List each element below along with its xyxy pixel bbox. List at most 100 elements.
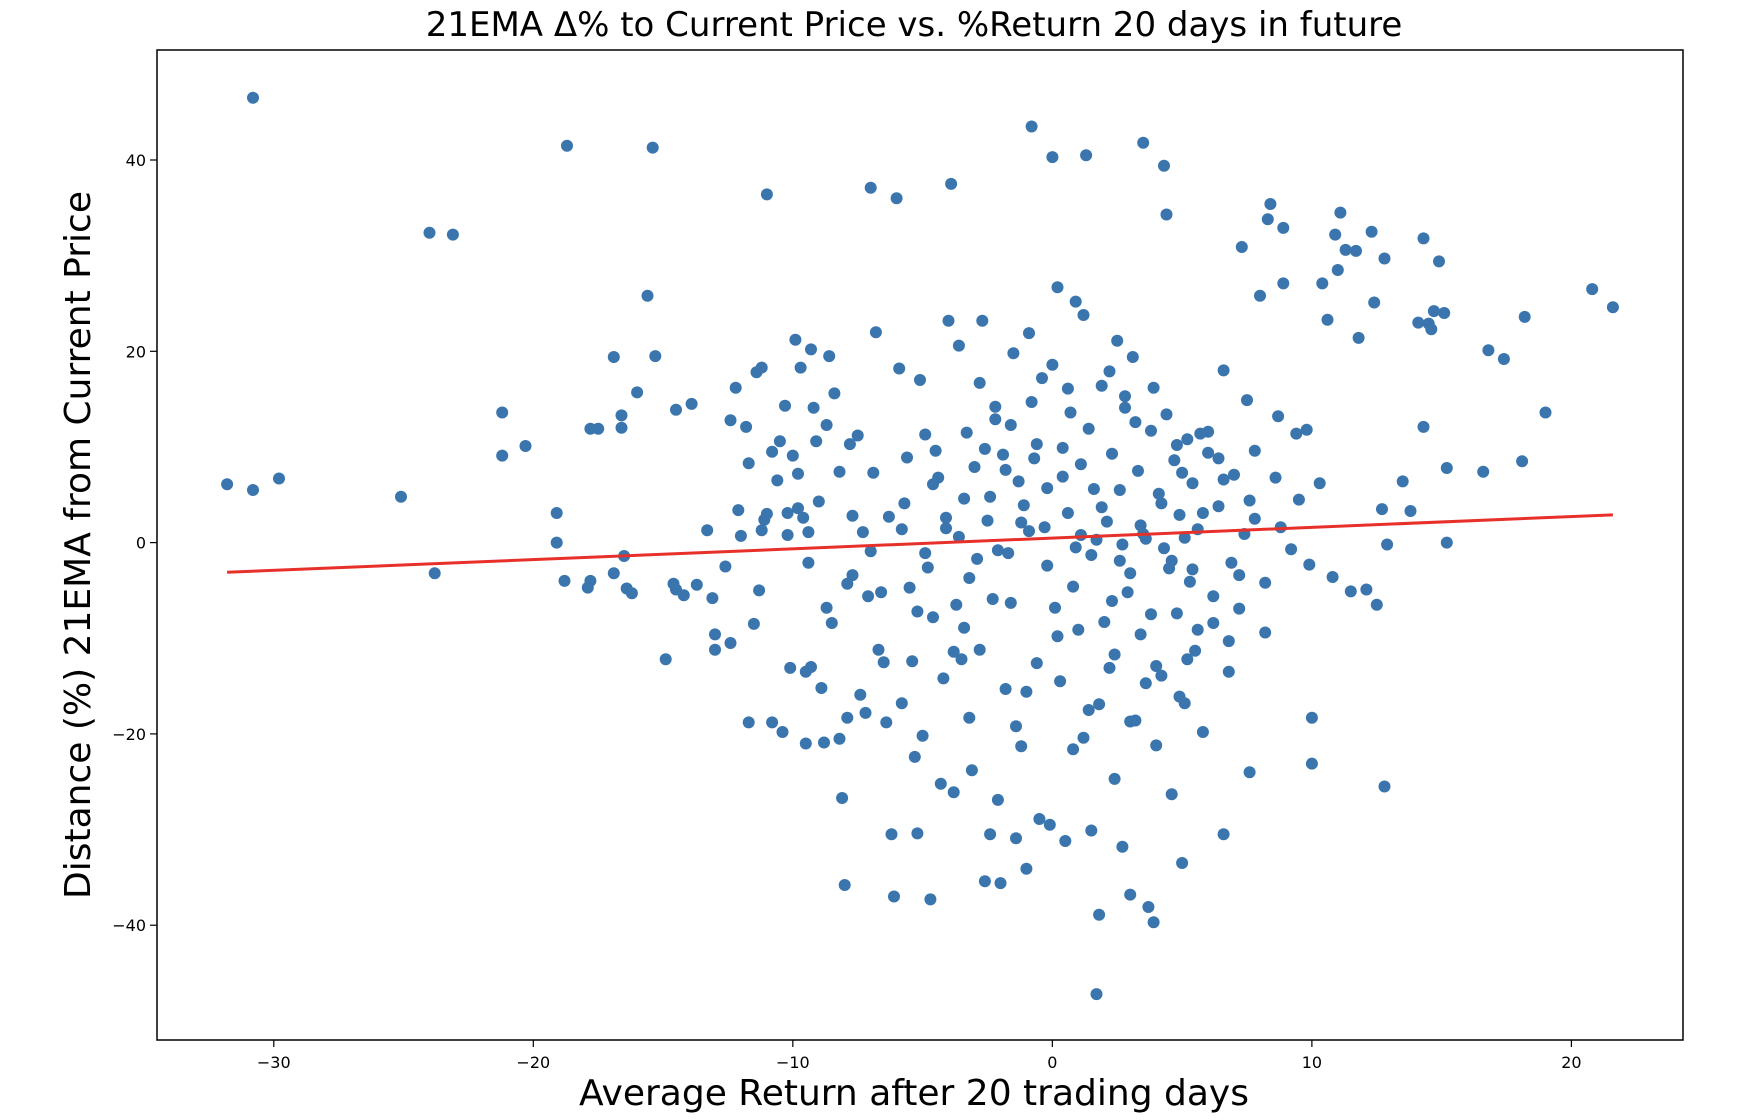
data-point — [1145, 608, 1157, 621]
data-point — [1150, 739, 1163, 752]
data-point — [1077, 731, 1090, 744]
data-point — [1217, 828, 1230, 841]
data-point — [958, 492, 971, 505]
data-point — [1004, 596, 1017, 609]
data-point — [999, 463, 1012, 476]
data-point — [1100, 515, 1113, 528]
data-point — [273, 472, 285, 485]
data-point — [911, 605, 924, 618]
data-point — [732, 504, 745, 517]
data-point — [1158, 159, 1170, 172]
y-tick-label: 20 — [126, 342, 146, 361]
data-point — [1069, 541, 1082, 554]
y-axis-ticks: −40 −20 0 20 40 — [112, 151, 157, 935]
data-point — [1173, 508, 1186, 521]
data-point — [1360, 583, 1373, 596]
data-point — [1095, 379, 1108, 392]
data-point — [1072, 623, 1085, 636]
y-tick-label: −40 — [112, 916, 146, 935]
data-point — [1440, 462, 1453, 474]
data-point — [1121, 586, 1134, 599]
data-point — [1049, 601, 1061, 614]
data-point — [729, 381, 742, 394]
data-point — [1207, 590, 1220, 603]
data-point — [869, 326, 882, 339]
data-point — [1098, 616, 1111, 628]
data-point — [1126, 351, 1139, 363]
data-point — [1165, 788, 1178, 801]
data-point — [615, 409, 628, 422]
data-point — [898, 497, 911, 510]
data-point — [221, 478, 234, 491]
data-point — [1194, 427, 1207, 440]
data-point — [1248, 444, 1261, 457]
data-point — [519, 440, 532, 452]
data-point — [807, 401, 820, 414]
data-point — [1093, 908, 1106, 921]
data-point — [859, 706, 872, 719]
data-point — [1378, 252, 1391, 265]
data-point — [776, 726, 789, 738]
data-point — [1170, 439, 1183, 451]
data-point — [950, 598, 963, 611]
data-point — [1152, 487, 1165, 500]
data-point — [836, 792, 849, 804]
data-point — [911, 827, 924, 840]
data-point — [792, 502, 804, 515]
data-point — [1023, 525, 1035, 538]
data-point — [1051, 630, 1064, 643]
data-point — [773, 435, 786, 448]
data-point — [888, 890, 900, 903]
data-point — [1041, 559, 1054, 572]
data-point — [1038, 521, 1051, 534]
data-point — [880, 716, 893, 729]
data-point — [1056, 441, 1069, 454]
data-point — [1103, 661, 1116, 674]
data-point — [1259, 626, 1272, 639]
trend-line-group — [227, 513, 1613, 574]
x-tick-label: 20 — [1561, 1053, 1581, 1072]
data-point — [1191, 623, 1204, 636]
data-point — [952, 530, 965, 543]
data-point — [1329, 228, 1342, 241]
data-point — [558, 574, 571, 587]
data-point — [423, 226, 436, 239]
data-point — [937, 672, 950, 685]
data-point — [989, 400, 1002, 413]
data-point — [1438, 307, 1451, 319]
data-point — [1010, 832, 1022, 845]
data-point — [810, 435, 823, 448]
data-point — [924, 893, 937, 906]
chart-title: 21EMA Δ% to Current Price vs. %Return 20… — [426, 5, 1403, 45]
data-point — [885, 828, 898, 841]
data-point — [1015, 516, 1028, 529]
data-point — [1350, 244, 1362, 257]
data-point — [1290, 427, 1303, 440]
data-point — [1378, 780, 1391, 793]
data-point — [906, 655, 919, 668]
data-point — [550, 536, 563, 549]
data-point — [1064, 406, 1077, 419]
data-point — [685, 397, 698, 410]
y-tick-label: −20 — [112, 725, 146, 744]
data-point — [1186, 563, 1199, 576]
data-point — [724, 414, 737, 427]
data-point — [1020, 685, 1033, 698]
data-point — [919, 428, 932, 441]
data-point — [1277, 277, 1290, 290]
data-point — [1090, 988, 1103, 1001]
data-point — [1181, 433, 1194, 446]
data-point — [1043, 818, 1056, 831]
data-point — [1212, 452, 1225, 465]
data-point — [1173, 690, 1186, 703]
data-point — [1046, 151, 1059, 164]
data-point — [1160, 408, 1173, 421]
data-point — [805, 343, 817, 356]
data-point — [1113, 554, 1126, 567]
data-point — [1145, 424, 1157, 437]
data-point — [755, 524, 768, 537]
data-point — [1222, 665, 1235, 678]
data-point — [1085, 824, 1098, 837]
data-point — [820, 419, 833, 431]
